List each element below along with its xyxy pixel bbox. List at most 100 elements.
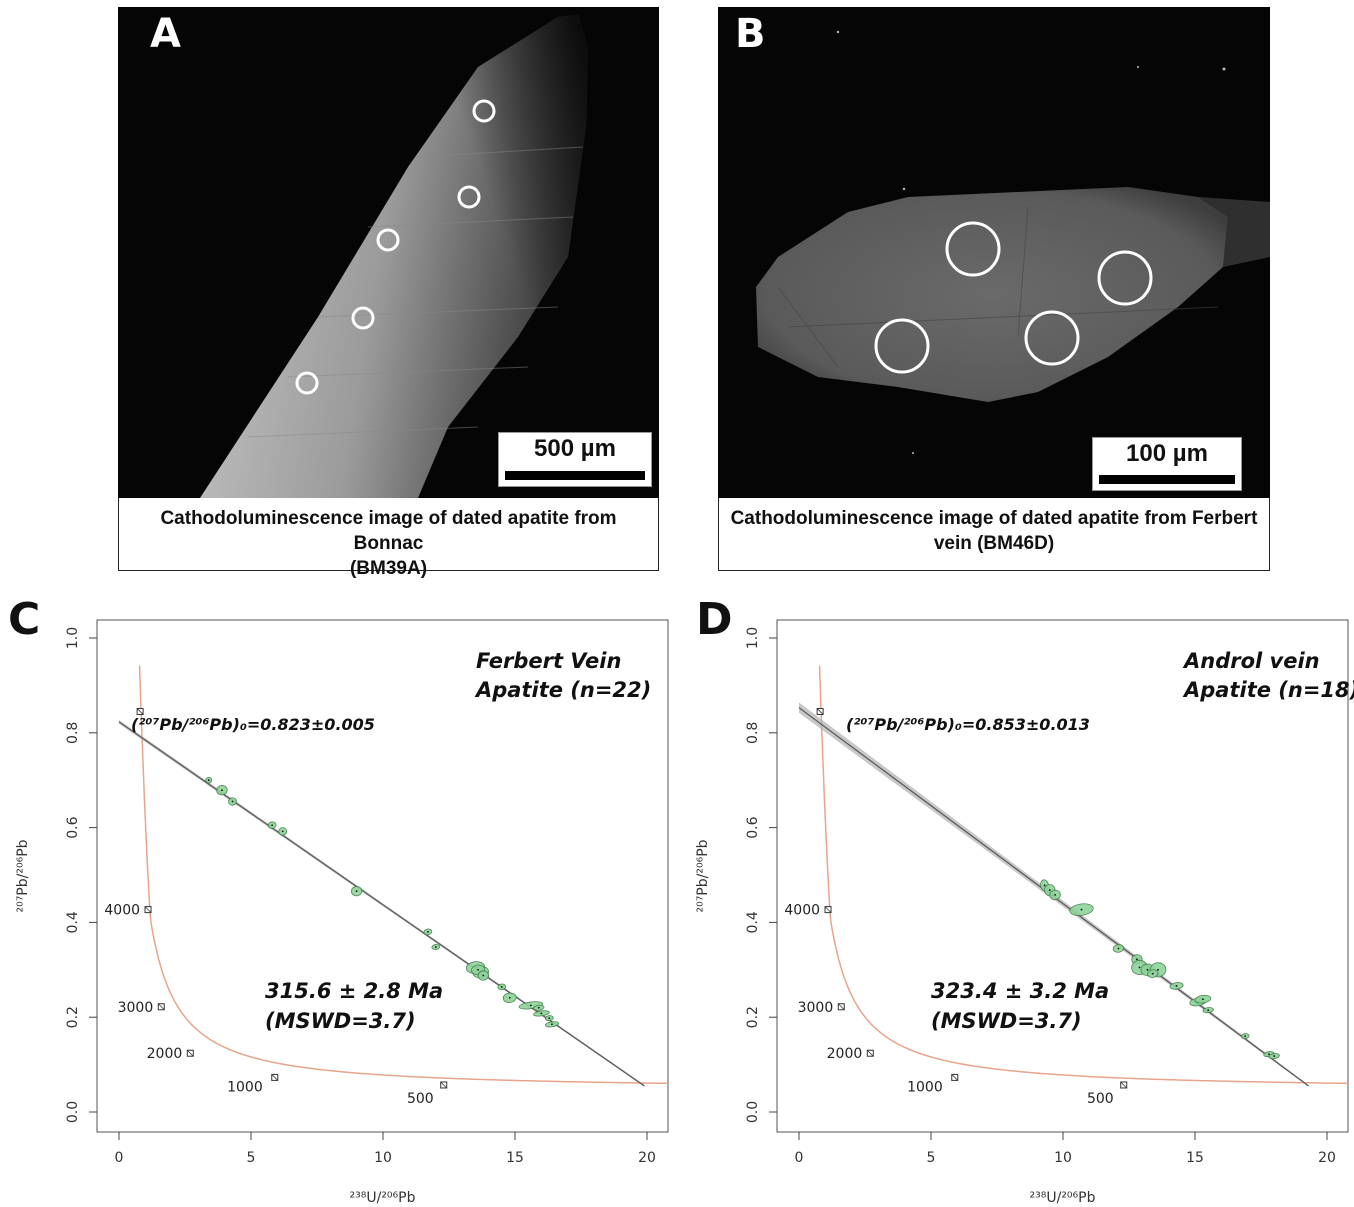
chart0-age-marker-cross [136, 708, 144, 715]
chart1-age-marker-cross [816, 708, 824, 715]
chart0-data-center [548, 1017, 551, 1020]
chart1-data-center [1202, 998, 1204, 1001]
chart0-data-center [231, 800, 234, 803]
chart1-x-axis-label: ²³⁸U/²⁰⁶Pb [1030, 1190, 1096, 1206]
chart0-data-center [500, 985, 503, 988]
scale-line-b [1099, 475, 1235, 484]
chart1-data-center [1136, 958, 1138, 961]
chart0-y-tick-label: 0.6 [65, 816, 81, 838]
chart1-y-tick-label: 0.8 [745, 722, 761, 744]
chart1-intercept-label: (²⁰⁷Pb/²⁰⁶Pb)₀=0.853±0.013 [846, 715, 1090, 734]
chart1-x-tick-label: 10 [1054, 1150, 1072, 1166]
caption-a-line2: (BM39A) [349, 558, 428, 579]
chart0-y-tick-label: 0.0 [65, 1101, 81, 1123]
chart0-data-center [537, 1006, 540, 1009]
chart1-age-result: 323.4 ± 3.2 Ma [931, 979, 1109, 1003]
chart1-y-tick-label: 0.2 [745, 1006, 761, 1028]
scale-label-a: 500 µm [534, 435, 616, 462]
chart1-data-center [1273, 1055, 1276, 1057]
caption-b-line2: vein (BM46D) [933, 533, 1055, 554]
chart0-data-center [540, 1012, 543, 1015]
chart0-age-marker-cross [271, 1074, 279, 1081]
scale-line-a [505, 471, 645, 480]
spot-circles-b [874, 221, 1153, 374]
spot-circles-a [295, 99, 496, 395]
tw-plot-ferbert: 0 5 10 15 20 0.0 0.2 0.4 0.6 0.8 1.0 ²³⁸U/²⁰⁶Pb ²⁰⁷P… [15, 619, 669, 1206]
chart1-age-label: 3000 [798, 1000, 834, 1016]
chart1-x-tick-label: 20 [1318, 1150, 1336, 1166]
chart0-data-center [551, 1023, 553, 1026]
chart1-data-center [1207, 1009, 1210, 1011]
panel-letter-d: D [696, 594, 733, 645]
chart0-y-tick-label: 0.4 [65, 911, 81, 933]
chart1-data-center [1268, 1053, 1270, 1056]
chart0-legend-line2: Apatite (n=22) [474, 678, 651, 702]
chart1-data-center [1138, 966, 1141, 969]
panel-letter-b: B [735, 11, 766, 57]
chart1-age-marker-cross [866, 1049, 874, 1057]
chart0-x-tick-label: 20 [638, 1150, 656, 1166]
chart1-y-tick-label: 0.6 [745, 816, 761, 838]
chart0-x-axis-label: ²³⁸U/²⁰⁶Pb [350, 1190, 416, 1206]
chart1-data-center [1151, 972, 1154, 975]
scale-bar-a: 500 µm [498, 432, 652, 487]
chart0-data-center [221, 789, 223, 792]
chart1-x-tick-label: 15 [1186, 1150, 1204, 1166]
cl-image-ferbert: 100 µm [718, 7, 1270, 498]
chart0-data-center [529, 1004, 532, 1007]
chart1-age-label: 1000 [907, 1079, 943, 1095]
apatite-crystal-b [756, 30, 1270, 454]
chart0-intercept-label: (²⁰⁷Pb/²⁰⁶Pb)₀=0.823±0.005 [131, 715, 375, 734]
caption-b-line1: Cathodoluminescence image of dated apati… [730, 508, 1258, 529]
chart1-concordia-curve [818, 665, 1348, 1085]
scale-bar-b: 100 µm [1092, 437, 1242, 491]
chart0-age-label: 4000 [104, 903, 140, 919]
chart0-y-axis-label: ²⁰⁷Pb/²⁰⁶Pb [15, 839, 31, 912]
chart1-age-label: 4000 [784, 903, 820, 919]
chart0-x-tick-label: 5 [247, 1150, 256, 1166]
chart0-y-tick-label: 1.0 [65, 627, 81, 649]
chart0-x-tick-label: 10 [374, 1150, 392, 1166]
chart0-data-center [207, 779, 210, 782]
chart0-age-label: 3000 [118, 1000, 154, 1016]
scale-label-b: 100 µm [1126, 440, 1208, 467]
chart0-legend-line1: Ferbert Vein [476, 649, 621, 673]
chart0-age-label: 2000 [147, 1046, 183, 1062]
chart0-age-marker-cross [144, 906, 152, 913]
chart1-legend-line2: Apatite (n=18) [1182, 678, 1354, 702]
chart0-concordia-curve [138, 665, 668, 1085]
chart0-x-tick-label: 0 [115, 1150, 124, 1166]
panel-letter-a: A [150, 11, 181, 57]
chart1-data-center [1146, 968, 1149, 971]
chart1-data-center [1043, 884, 1046, 887]
caption-a-line1: Cathodoluminescence image of dated apati… [160, 508, 617, 554]
chart0-data-center [281, 830, 284, 833]
chart0-data-center [508, 996, 511, 999]
chart1-age-marker-cross [824, 906, 832, 913]
chart0-data-center [434, 946, 437, 948]
chart0-x-tick-label: 15 [506, 1150, 524, 1166]
chart1-age-marker-cross [951, 1074, 959, 1081]
chart1-mswd-result: (MSWD=3.7) [931, 1009, 1082, 1033]
chart0-y-tick-label: 0.8 [65, 722, 81, 744]
chart1-y-tick-label: 1.0 [745, 627, 761, 649]
chart0-age-marker-cross [157, 1003, 165, 1011]
caption-b: Cathodoluminescence image of dated apati… [718, 498, 1270, 571]
chart1-data-center [1175, 985, 1178, 987]
chart0-data-center [482, 974, 485, 977]
chart1-data-center [1244, 1035, 1247, 1038]
chart0-data-center [271, 824, 274, 827]
chart0-age-result: 315.6 ± 2.8 Ma [265, 979, 443, 1003]
chart0-age-marker-cross [440, 1081, 448, 1089]
chart0-age-marker-cross [186, 1049, 194, 1057]
chart1-legend-line1: Androl vein [1182, 649, 1320, 673]
chart1-data-center [1080, 908, 1083, 911]
apatite-crystal-a [200, 15, 588, 498]
chart1-age-label: 500 [1087, 1091, 1114, 1107]
panel-letter-c: C [8, 594, 41, 645]
chart1-y-tick-label: 0.4 [745, 911, 761, 933]
tw-plot-androl: 0 5 10 15 20 0.0 0.2 0.4 0.6 0.8 1.0 ²³⁸U/²⁰⁶Pb ²⁰⁷P… [695, 619, 1354, 1206]
chart0-data-center [477, 968, 479, 971]
chart1-y-tick-label: 0.0 [745, 1101, 761, 1123]
chart1-data-center [1117, 947, 1120, 950]
